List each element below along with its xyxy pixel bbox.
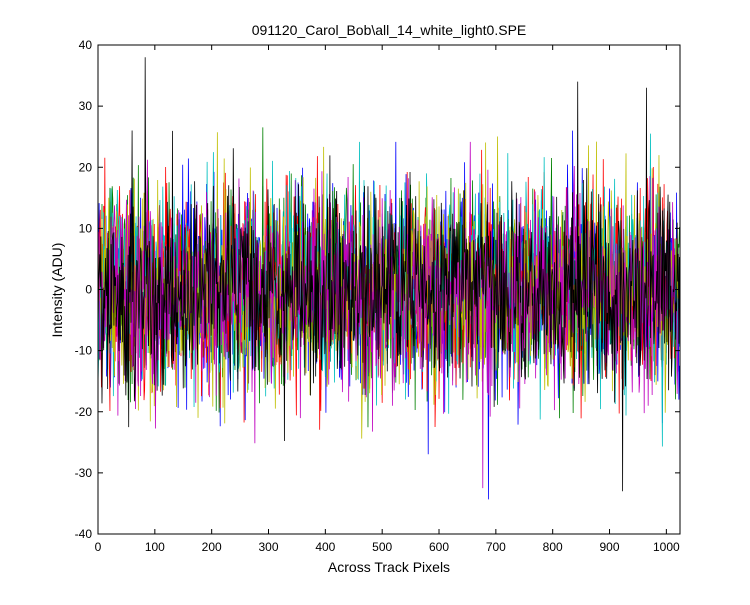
y-tick-label: -40 bbox=[75, 527, 93, 541]
x-tick-label: 400 bbox=[315, 540, 335, 554]
y-tick-label: 40 bbox=[79, 38, 93, 52]
y-tick-label: -10 bbox=[75, 344, 93, 358]
y-tick-label: 20 bbox=[79, 160, 93, 174]
x-tick-label: 800 bbox=[543, 540, 563, 554]
chart-title: 091120_Carol_Bob\all_14_white_light0.SPE bbox=[252, 22, 527, 38]
x-axis-ticks: 0 100 200 300 400 500 600 700 800 900 1000 bbox=[95, 45, 680, 554]
y-tick-label: -30 bbox=[75, 466, 93, 480]
y-tick-label: -20 bbox=[75, 405, 93, 419]
x-axis-label: Across Track Pixels bbox=[328, 559, 450, 575]
x-tick-label: 200 bbox=[202, 540, 222, 554]
x-tick-label: 500 bbox=[372, 540, 392, 554]
y-axis-ticks: -40 -30 -20 -10 0 10 20 30 40 bbox=[75, 38, 680, 541]
x-tick-label: 600 bbox=[429, 540, 449, 554]
x-tick-label: 700 bbox=[486, 540, 506, 554]
x-tick-label: 100 bbox=[145, 540, 165, 554]
series-line bbox=[98, 57, 680, 492]
x-tick-label: 300 bbox=[258, 540, 278, 554]
y-axis-label: Intensity (ADU) bbox=[49, 243, 65, 338]
y-tick-label: 30 bbox=[79, 99, 93, 113]
x-tick-label: 0 bbox=[95, 540, 102, 554]
y-tick-label: 0 bbox=[85, 283, 92, 297]
x-tick-label: 1000 bbox=[653, 540, 680, 554]
series-group bbox=[98, 57, 680, 500]
x-tick-label: 900 bbox=[600, 540, 620, 554]
y-tick-label: 10 bbox=[79, 221, 93, 235]
